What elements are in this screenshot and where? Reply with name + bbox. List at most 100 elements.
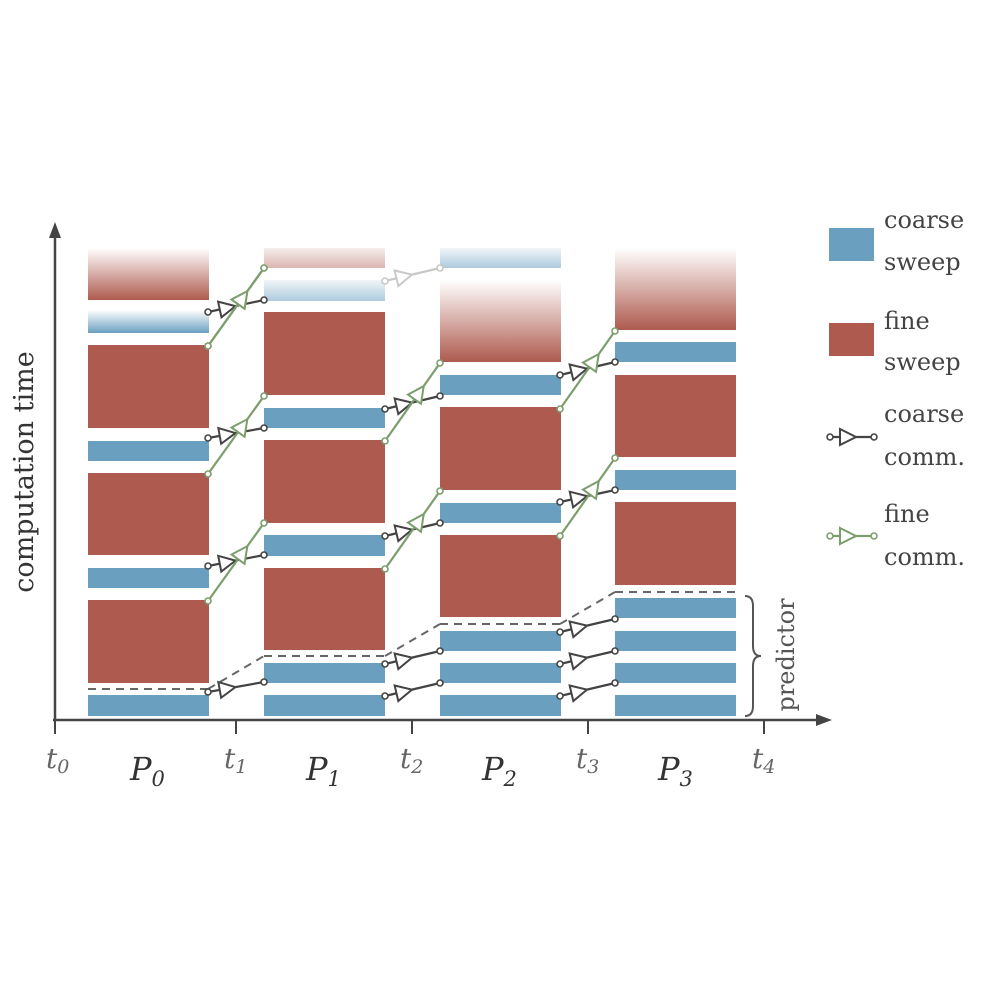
coarse-sweep-block	[615, 663, 736, 683]
processor-labels: P0 P1 P2 P3	[129, 750, 693, 791]
fine-comm-arrow	[204, 264, 268, 350]
tick-label-t1: t1	[224, 742, 247, 778]
predictor-label: predictor	[772, 598, 800, 712]
coarse-comm-arrow-arrowhead-icon	[216, 300, 238, 320]
coarse-sweep-block	[88, 441, 209, 461]
legend-fine-comm-start-dot	[826, 532, 834, 540]
fine-comm-arrow-arrowhead-icon	[406, 512, 425, 534]
coarse-sweep-block	[440, 695, 561, 716]
coarse-comm-arrow-end-dot	[260, 678, 268, 686]
fine-comm-arrow	[556, 327, 619, 413]
coarse-sweep-block	[264, 535, 385, 556]
coarse-sweep-block	[615, 342, 736, 362]
coarse-sweep-block	[440, 375, 561, 395]
legend-coarse-comm-arrowhead-icon	[839, 427, 859, 447]
coarse-comm-arrow-end-dot	[611, 615, 619, 623]
coarse-sweep-block	[440, 631, 561, 651]
coarse-comm-arrow-arrowhead-icon	[216, 554, 238, 574]
coarse-comm-arrow-arrowhead-icon	[393, 684, 415, 703]
x-axis-arrow-icon	[816, 714, 832, 726]
coarse-sweep-block	[615, 695, 736, 716]
coarse-comm-arrow-start-dot	[556, 692, 564, 700]
processor-label-p3: P3	[657, 750, 693, 791]
coarse-comm-arrow-start-dot	[556, 498, 564, 506]
fine-sweep-block	[264, 248, 385, 268]
coarse-comm-arrow-arrowhead-icon	[217, 426, 238, 446]
fine-comm-arrow	[204, 392, 268, 478]
coarse-comm-arrow	[381, 679, 444, 703]
coarse-sweep-block	[264, 663, 385, 683]
legend-coarse-comm-icon	[826, 427, 878, 447]
coarse-comm-arrow-start-dot	[556, 371, 564, 379]
coarse-comm-arrow-arrowhead-icon	[568, 490, 590, 510]
legend-fine-comm-line2: comm.	[884, 543, 965, 571]
tick-label-t3: t3	[576, 742, 599, 778]
coarse-comm-arrow-start-dot	[381, 532, 389, 540]
coarse-sweep-block	[440, 248, 561, 268]
fine-comm-arrow-line	[559, 330, 616, 410]
coarse-comm-arrow-end-dot	[611, 647, 619, 655]
fine-comm-arrow-line	[207, 267, 265, 347]
fine-comm-arrow-line	[384, 490, 441, 570]
tick-label-t4: t4	[752, 742, 775, 778]
axes	[49, 222, 832, 734]
coarse-comm-arrow	[381, 519, 444, 543]
fine-sweep-block	[440, 535, 561, 617]
coarse-comm-arrow-arrowhead-icon	[568, 652, 590, 671]
coarse-comm-arrow-arrowhead-icon	[393, 397, 415, 416]
coarse-comm-arrow-end-dot	[260, 296, 268, 304]
faded-coarse-comm-arrow-start-dot	[381, 277, 389, 285]
brace-icon	[744, 595, 762, 717]
legend: coarse sweep fine sweep coarse comm. fin…	[826, 206, 965, 571]
coarse-sweep-block	[264, 280, 385, 301]
coarse-comm-arrow-end-dot	[436, 392, 444, 400]
coarse-comm-arrow-start-dot	[204, 688, 212, 696]
predictor-dashed-line	[207, 655, 265, 690]
coarse-sweep-block	[615, 470, 736, 490]
legend-fine-comm-icon	[826, 526, 878, 546]
fine-sweep-block	[88, 248, 209, 300]
fine-sweep-block	[440, 280, 561, 362]
coarse-comm-arrow-end-dot	[436, 679, 444, 687]
coarse-sweep-block	[88, 568, 209, 588]
fine-comm-arrow-start-dot	[556, 532, 564, 540]
processor-label-p1: P1	[305, 750, 341, 791]
fine-sweep-block	[615, 375, 736, 457]
legend-fine-comm-arrowhead-icon	[839, 526, 859, 546]
coarse-comm-arrow-end-dot	[611, 486, 619, 494]
coarse-comm-arrow	[556, 679, 619, 703]
predictor-brace: predictor	[744, 595, 800, 717]
fine-comm-arrow	[381, 359, 444, 445]
coarse-comm-arrow-start-dot	[381, 660, 389, 668]
faded-coarse-comm-arrow	[381, 264, 444, 288]
coarse-comm-arrow-end-dot	[436, 519, 444, 527]
tick-labels: t0 t1 t2 t3 t4	[46, 742, 775, 778]
predictor-dashed-lines	[88, 591, 737, 690]
coarse-comm-arrow	[556, 615, 619, 639]
legend-fine-sweep-line1: fine	[884, 307, 930, 335]
legend-fine-comm-line1: fine	[884, 500, 930, 528]
tick-label-t0: t0	[46, 742, 69, 778]
coarse-comm-arrow-end-dot	[260, 424, 268, 432]
coarse-comm-arrow-end-dot	[260, 551, 268, 559]
processor-label-p0: P0	[129, 750, 165, 791]
coarse-comm-arrow-arrowhead-icon	[568, 363, 590, 382]
fine-comm-arrow-start-dot	[204, 342, 212, 350]
coarse-comm-arrow-arrowhead-icon	[568, 620, 590, 639]
coarse-comm-arrow	[381, 647, 444, 671]
y-axis-arrow-icon	[49, 222, 61, 238]
fine-sweep-block	[264, 440, 385, 523]
fine-sweep-block	[440, 407, 561, 490]
faded-coarse-comm-arrow-arrowhead-icon	[393, 269, 415, 288]
coarse-comm-arrow-start-dot	[204, 562, 212, 570]
legend-coarse-comm-line1: coarse	[884, 400, 964, 428]
fine-comm-arrow-end-dot	[260, 519, 268, 527]
fine-comm-arrow-end-dot	[436, 359, 444, 367]
processor-label-p2: P2	[481, 750, 517, 791]
coarse-comm-arrow-start-dot	[556, 660, 564, 668]
communication-arrows	[204, 264, 619, 703]
fine-comm-arrow-end-dot	[611, 327, 619, 335]
fine-sweep-block	[264, 312, 385, 395]
coarse-sweep-block	[615, 631, 736, 651]
coarse-sweep-block	[440, 503, 561, 523]
